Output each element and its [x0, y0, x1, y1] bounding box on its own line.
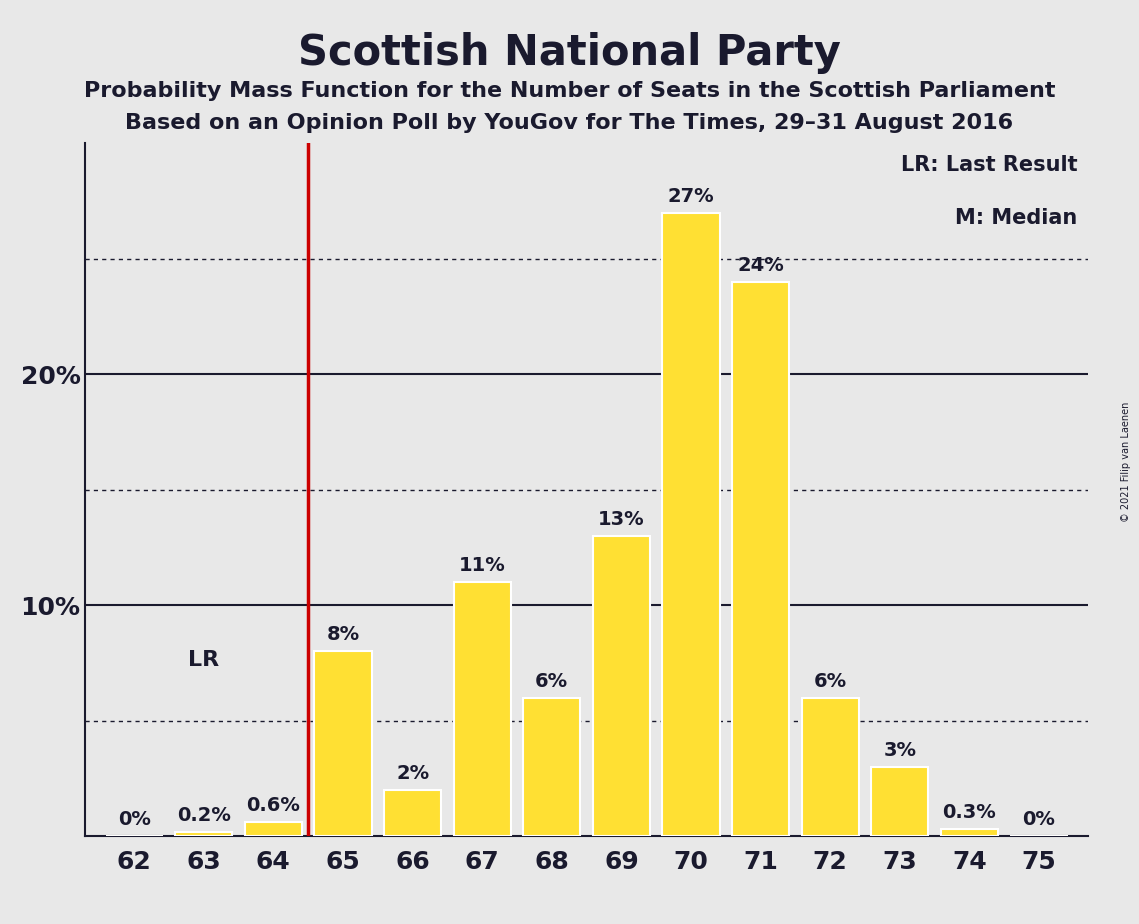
Bar: [871, 767, 928, 836]
Text: 13%: 13%: [598, 510, 645, 529]
Bar: [384, 790, 441, 836]
Text: © 2021 Filip van Laenen: © 2021 Filip van Laenen: [1121, 402, 1131, 522]
Bar: [523, 698, 581, 836]
Text: 0.3%: 0.3%: [943, 803, 997, 822]
Text: 0.6%: 0.6%: [246, 796, 301, 816]
Bar: [802, 698, 859, 836]
Bar: [593, 536, 650, 836]
Bar: [941, 830, 998, 836]
Text: 6%: 6%: [535, 672, 568, 691]
Text: M: M: [674, 508, 707, 541]
Bar: [314, 651, 371, 836]
Text: Probability Mass Function for the Number of Seats in the Scottish Parliament: Probability Mass Function for the Number…: [84, 81, 1055, 102]
Text: LR: Last Result: LR: Last Result: [901, 154, 1077, 175]
Bar: [245, 822, 302, 836]
Text: 2%: 2%: [396, 764, 429, 784]
Text: LR: LR: [188, 650, 220, 670]
Bar: [663, 213, 720, 836]
Text: Scottish National Party: Scottish National Party: [298, 32, 841, 74]
Text: 6%: 6%: [813, 672, 846, 691]
Bar: [732, 282, 789, 836]
Text: 24%: 24%: [737, 256, 784, 275]
Text: 27%: 27%: [667, 187, 714, 205]
Text: Based on an Opinion Poll by YouGov for The Times, 29–31 August 2016: Based on an Opinion Poll by YouGov for T…: [125, 113, 1014, 133]
Text: 3%: 3%: [884, 741, 916, 760]
Text: 0.2%: 0.2%: [177, 806, 231, 825]
Text: 0%: 0%: [1023, 810, 1056, 830]
Bar: [175, 832, 232, 836]
Text: 0%: 0%: [117, 810, 150, 830]
Text: M: Median: M: Median: [956, 208, 1077, 228]
Bar: [453, 582, 510, 836]
Text: 8%: 8%: [327, 626, 360, 645]
Text: 11%: 11%: [459, 556, 506, 575]
